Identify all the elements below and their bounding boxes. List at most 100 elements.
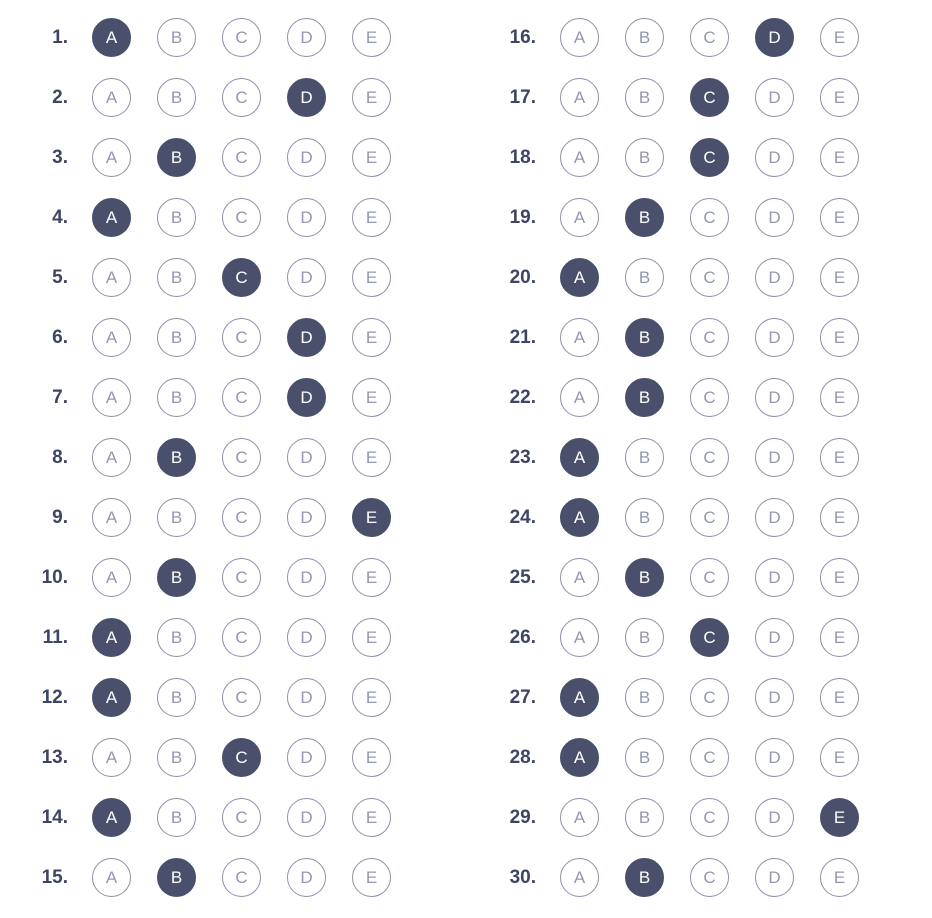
choice-bubble-b[interactable]: B <box>625 18 664 57</box>
choice-bubble-a[interactable]: A <box>560 618 599 657</box>
choice-bubble-d[interactable]: D <box>755 138 794 177</box>
choice-bubble-e[interactable]: E <box>820 318 859 357</box>
choice-bubble-d[interactable]: D <box>755 18 794 57</box>
choice-bubble-b[interactable]: B <box>157 738 196 777</box>
choice-bubble-e[interactable]: E <box>352 138 391 177</box>
choice-bubble-a[interactable]: A <box>92 558 131 597</box>
choice-bubble-e[interactable]: E <box>352 618 391 657</box>
choice-bubble-e[interactable]: E <box>352 438 391 477</box>
choice-bubble-b[interactable]: B <box>625 438 664 477</box>
choice-bubble-a[interactable]: A <box>92 798 131 837</box>
choice-bubble-e[interactable]: E <box>352 258 391 297</box>
choice-bubble-e[interactable]: E <box>352 318 391 357</box>
choice-bubble-b[interactable]: B <box>625 678 664 717</box>
choice-bubble-d[interactable]: D <box>287 498 326 537</box>
choice-bubble-a[interactable]: A <box>92 258 131 297</box>
choice-bubble-d[interactable]: D <box>287 858 326 897</box>
choice-bubble-a[interactable]: A <box>560 678 599 717</box>
choice-bubble-b[interactable]: B <box>157 198 196 237</box>
choice-bubble-d[interactable]: D <box>287 378 326 417</box>
choice-bubble-e[interactable]: E <box>820 18 859 57</box>
choice-bubble-a[interactable]: A <box>560 438 599 477</box>
choice-bubble-b[interactable]: B <box>625 378 664 417</box>
choice-bubble-c[interactable]: C <box>690 798 729 837</box>
choice-bubble-c[interactable]: C <box>222 318 261 357</box>
choice-bubble-d[interactable]: D <box>287 258 326 297</box>
choice-bubble-e[interactable]: E <box>820 198 859 237</box>
choice-bubble-d[interactable]: D <box>755 258 794 297</box>
choice-bubble-d[interactable]: D <box>755 498 794 537</box>
choice-bubble-a[interactable]: A <box>92 498 131 537</box>
choice-bubble-b[interactable]: B <box>157 318 196 357</box>
choice-bubble-b[interactable]: B <box>157 138 196 177</box>
choice-bubble-a[interactable]: A <box>560 258 599 297</box>
choice-bubble-d[interactable]: D <box>287 798 326 837</box>
choice-bubble-b[interactable]: B <box>625 738 664 777</box>
choice-bubble-c[interactable]: C <box>690 78 729 117</box>
choice-bubble-c[interactable]: C <box>690 618 729 657</box>
choice-bubble-e[interactable]: E <box>820 498 859 537</box>
choice-bubble-a[interactable]: A <box>92 198 131 237</box>
choice-bubble-b[interactable]: B <box>157 378 196 417</box>
choice-bubble-c[interactable]: C <box>690 258 729 297</box>
choice-bubble-d[interactable]: D <box>287 18 326 57</box>
choice-bubble-a[interactable]: A <box>560 18 599 57</box>
choice-bubble-a[interactable]: A <box>92 378 131 417</box>
choice-bubble-b[interactable]: B <box>625 498 664 537</box>
choice-bubble-d[interactable]: D <box>755 198 794 237</box>
choice-bubble-e[interactable]: E <box>820 438 859 477</box>
choice-bubble-b[interactable]: B <box>157 438 196 477</box>
choice-bubble-c[interactable]: C <box>222 738 261 777</box>
choice-bubble-a[interactable]: A <box>560 318 599 357</box>
choice-bubble-b[interactable]: B <box>625 858 664 897</box>
choice-bubble-e[interactable]: E <box>820 618 859 657</box>
choice-bubble-b[interactable]: B <box>157 258 196 297</box>
choice-bubble-c[interactable]: C <box>222 618 261 657</box>
choice-bubble-b[interactable]: B <box>157 18 196 57</box>
choice-bubble-b[interactable]: B <box>625 318 664 357</box>
choice-bubble-a[interactable]: A <box>92 138 131 177</box>
choice-bubble-a[interactable]: A <box>560 558 599 597</box>
choice-bubble-e[interactable]: E <box>352 678 391 717</box>
choice-bubble-c[interactable]: C <box>222 678 261 717</box>
choice-bubble-a[interactable]: A <box>92 858 131 897</box>
choice-bubble-b[interactable]: B <box>625 558 664 597</box>
choice-bubble-c[interactable]: C <box>690 138 729 177</box>
choice-bubble-c[interactable]: C <box>690 318 729 357</box>
choice-bubble-e[interactable]: E <box>352 498 391 537</box>
choice-bubble-e[interactable]: E <box>352 738 391 777</box>
choice-bubble-d[interactable]: D <box>287 558 326 597</box>
choice-bubble-a[interactable]: A <box>560 138 599 177</box>
choice-bubble-a[interactable]: A <box>92 18 131 57</box>
choice-bubble-d[interactable]: D <box>755 318 794 357</box>
choice-bubble-e[interactable]: E <box>352 18 391 57</box>
choice-bubble-d[interactable]: D <box>755 378 794 417</box>
choice-bubble-d[interactable]: D <box>755 618 794 657</box>
choice-bubble-d[interactable]: D <box>755 78 794 117</box>
choice-bubble-e[interactable]: E <box>352 558 391 597</box>
choice-bubble-d[interactable]: D <box>287 678 326 717</box>
choice-bubble-c[interactable]: C <box>222 438 261 477</box>
choice-bubble-d[interactable]: D <box>287 78 326 117</box>
choice-bubble-a[interactable]: A <box>560 498 599 537</box>
choice-bubble-e[interactable]: E <box>820 798 859 837</box>
choice-bubble-b[interactable]: B <box>157 78 196 117</box>
choice-bubble-b[interactable]: B <box>625 618 664 657</box>
choice-bubble-a[interactable]: A <box>92 618 131 657</box>
choice-bubble-b[interactable]: B <box>625 138 664 177</box>
choice-bubble-a[interactable]: A <box>92 678 131 717</box>
choice-bubble-c[interactable]: C <box>690 438 729 477</box>
choice-bubble-c[interactable]: C <box>222 138 261 177</box>
choice-bubble-c[interactable]: C <box>690 18 729 57</box>
choice-bubble-c[interactable]: C <box>222 198 261 237</box>
choice-bubble-b[interactable]: B <box>157 498 196 537</box>
choice-bubble-e[interactable]: E <box>352 198 391 237</box>
choice-bubble-c[interactable]: C <box>222 378 261 417</box>
choice-bubble-c[interactable]: C <box>690 558 729 597</box>
choice-bubble-e[interactable]: E <box>820 378 859 417</box>
choice-bubble-e[interactable]: E <box>820 138 859 177</box>
choice-bubble-a[interactable]: A <box>560 858 599 897</box>
choice-bubble-b[interactable]: B <box>157 618 196 657</box>
choice-bubble-d[interactable]: D <box>287 738 326 777</box>
choice-bubble-e[interactable]: E <box>820 78 859 117</box>
